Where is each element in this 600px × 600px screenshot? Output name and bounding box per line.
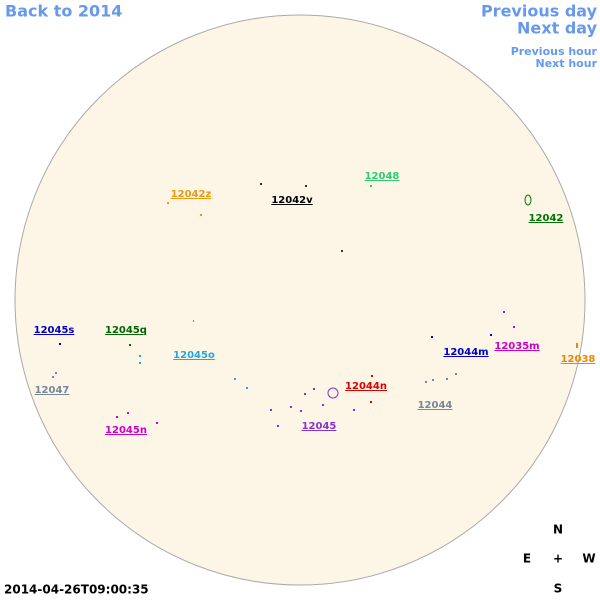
compass-south: S (554, 582, 563, 596)
region-label[interactable]: 12045q (105, 325, 147, 336)
spots (52, 183, 578, 427)
compass-west: W (582, 552, 595, 566)
region-label[interactable]: 12045 (302, 421, 337, 432)
region-label[interactable]: 12044n (345, 381, 387, 392)
region-label[interactable]: 12042v (271, 195, 313, 206)
compass-center: + (553, 552, 563, 566)
region-label[interactable]: 12045n (105, 425, 147, 436)
compass-east: E (523, 552, 531, 566)
region-label[interactable]: 12048 (365, 171, 400, 182)
previous-day-link[interactable]: Previous day (481, 2, 598, 21)
next-day-link[interactable]: Next day (517, 19, 598, 38)
timestamp: 2014-04-26T09:00:35 (4, 583, 149, 597)
next-hour-link[interactable]: Next hour (536, 57, 598, 70)
region-label[interactable]: 12035m (494, 341, 539, 352)
region-label[interactable]: 12044m (443, 347, 488, 358)
solar-disk (14, 14, 586, 586)
previous-hour-link[interactable]: Previous hour (511, 45, 598, 58)
region-label[interactable]: 12042z (171, 189, 212, 200)
region-label[interactable]: 12044 (418, 400, 453, 411)
back-link[interactable]: Back to 2014 (5, 2, 122, 21)
region-label[interactable]: 12042 (529, 213, 564, 224)
compass-north: N (553, 523, 563, 537)
region-label[interactable]: 12038 (561, 354, 596, 365)
region-label[interactable]: 12045o (173, 350, 215, 361)
region-label[interactable]: 12045s (34, 325, 75, 336)
region-label[interactable]: 12047 (35, 385, 70, 396)
